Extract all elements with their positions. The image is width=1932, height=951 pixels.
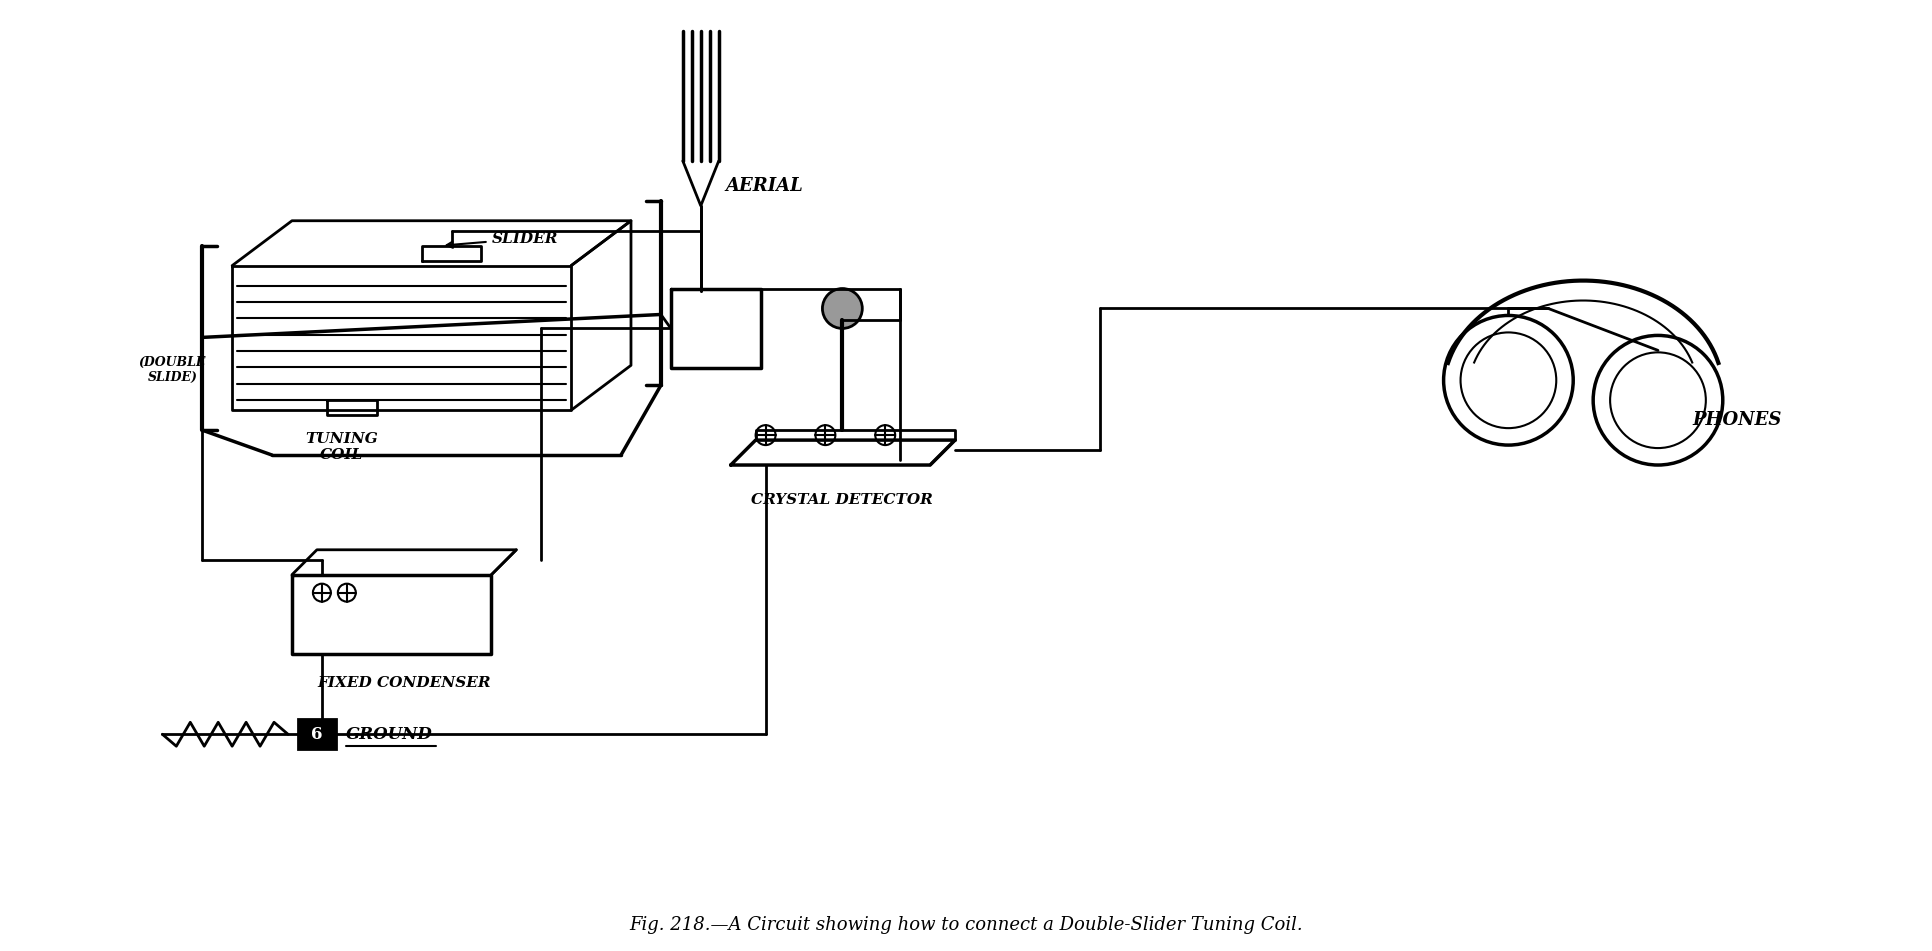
Circle shape bbox=[821, 288, 862, 328]
Text: FIXED CONDENSER: FIXED CONDENSER bbox=[317, 676, 491, 690]
Text: 6: 6 bbox=[311, 726, 323, 743]
Text: TUNING
COIL: TUNING COIL bbox=[305, 432, 379, 462]
Text: PHONES: PHONES bbox=[1692, 411, 1781, 429]
Text: Fig. 218.—A Circuit showing how to connect a Double-Slider Tuning Coil.: Fig. 218.—A Circuit showing how to conne… bbox=[628, 916, 1302, 934]
Text: GROUND: GROUND bbox=[346, 726, 433, 743]
Text: (DOUBLE
SLIDE): (DOUBLE SLIDE) bbox=[139, 357, 207, 384]
Bar bbox=[298, 719, 336, 749]
Text: SLIDER: SLIDER bbox=[446, 232, 558, 248]
Text: AERIAL: AERIAL bbox=[724, 177, 804, 195]
Text: CRYSTAL DETECTOR: CRYSTAL DETECTOR bbox=[752, 493, 933, 507]
